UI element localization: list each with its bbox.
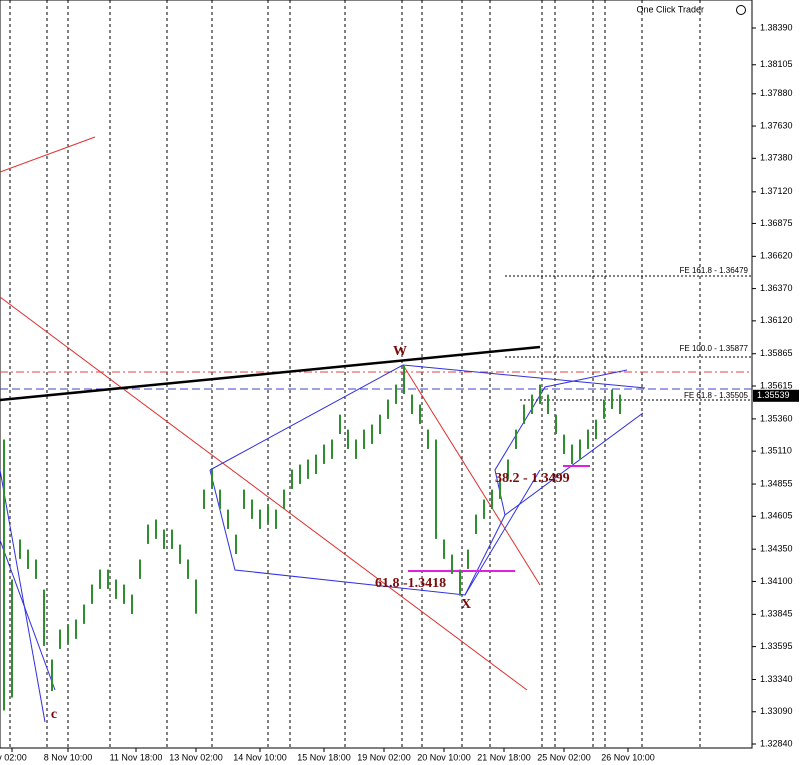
y-tick-label: 1.36370 <box>760 283 793 293</box>
last-price-label: 1.35539 <box>757 390 790 400</box>
x-tick-label: 11 Nov 18:00 <box>110 752 163 762</box>
y-tick-label: 1.32840 <box>760 738 793 748</box>
x-tick-label: 13 Nov 02:00 <box>169 752 223 762</box>
fib-label: 38.2 - 1.3499 <box>495 471 570 486</box>
x-tick-label: 14 Nov 10:00 <box>233 752 287 762</box>
x-tick-label: 25 Nov 02:00 <box>537 752 591 762</box>
x-tick-label: 20 Nov 10:00 <box>417 752 471 762</box>
plot-area <box>0 0 753 749</box>
fe-label: FE 100.0 - 1.35877 <box>680 344 749 353</box>
trend-line <box>0 136 96 173</box>
wave-label: c <box>51 707 57 722</box>
y-tick-label: 1.34350 <box>760 544 793 554</box>
y-tick-label: 1.33090 <box>760 706 793 716</box>
price-bars <box>3 366 621 711</box>
x-tick-label: 15 Nov 18:00 <box>297 752 351 762</box>
y-tick-label: 1.37120 <box>760 186 793 196</box>
y-tick-label: 1.35110 <box>760 446 792 456</box>
y-tick-label: 1.38105 <box>760 59 793 69</box>
y-tick-label: 1.36120 <box>760 315 793 325</box>
wave-label: W <box>393 344 407 359</box>
pattern-line <box>504 412 644 516</box>
x-tick-label: 21 Nov 18:00 <box>477 752 531 762</box>
trend-line <box>0 296 528 691</box>
y-tick-label: 1.36875 <box>760 218 793 228</box>
pattern-line <box>0 539 56 691</box>
y-tick-label: 1.35865 <box>760 348 793 358</box>
y-tick-label: 1.33595 <box>760 641 793 651</box>
title-icon <box>736 5 746 15</box>
x-tick-label: v 02:00 <box>0 752 27 762</box>
fib-label: 61.8 -1.3418 <box>375 576 446 591</box>
pattern-line <box>209 364 646 471</box>
fe-label: FE 161.8 - 1.36479 <box>680 266 749 275</box>
y-tick-label: 1.37880 <box>760 88 793 98</box>
y-tick-label: 1.36620 <box>760 251 793 261</box>
y-tick-label: 1.35615 <box>760 380 793 390</box>
y-tick-label: 1.33340 <box>760 674 793 684</box>
last-price-box <box>753 389 799 402</box>
chart-title: One Click Trader <box>636 4 704 14</box>
x-tick-label: 8 Nov 10:00 <box>44 752 93 762</box>
y-tick-label: 1.37630 <box>760 120 793 130</box>
drawings <box>0 136 752 723</box>
pattern-line <box>464 469 541 596</box>
trend-line <box>402 364 541 586</box>
x-tick-label: 26 Nov 10:00 <box>601 752 655 762</box>
y-tick-label: 1.35360 <box>760 413 793 423</box>
wave-label: X <box>461 597 471 612</box>
fe-label: FE 61.8 - 1.35505 <box>684 391 749 400</box>
y-tick-label: 1.34100 <box>760 576 793 586</box>
y-tick-label: 1.33845 <box>760 609 793 619</box>
y-tick-label: 1.34855 <box>760 478 793 488</box>
y-tick-label: 1.38390 <box>760 22 793 32</box>
x-tick-label: 19 Nov 02:00 <box>357 752 411 762</box>
pattern-line <box>0 469 46 723</box>
y-tick-label: 1.34605 <box>760 511 793 521</box>
y-tick-label: 1.37380 <box>760 153 793 163</box>
trend-line <box>0 345 541 402</box>
annotations: W X c 61.8 -1.3418 38.2 - 1.3499 FE 161.… <box>51 4 749 722</box>
